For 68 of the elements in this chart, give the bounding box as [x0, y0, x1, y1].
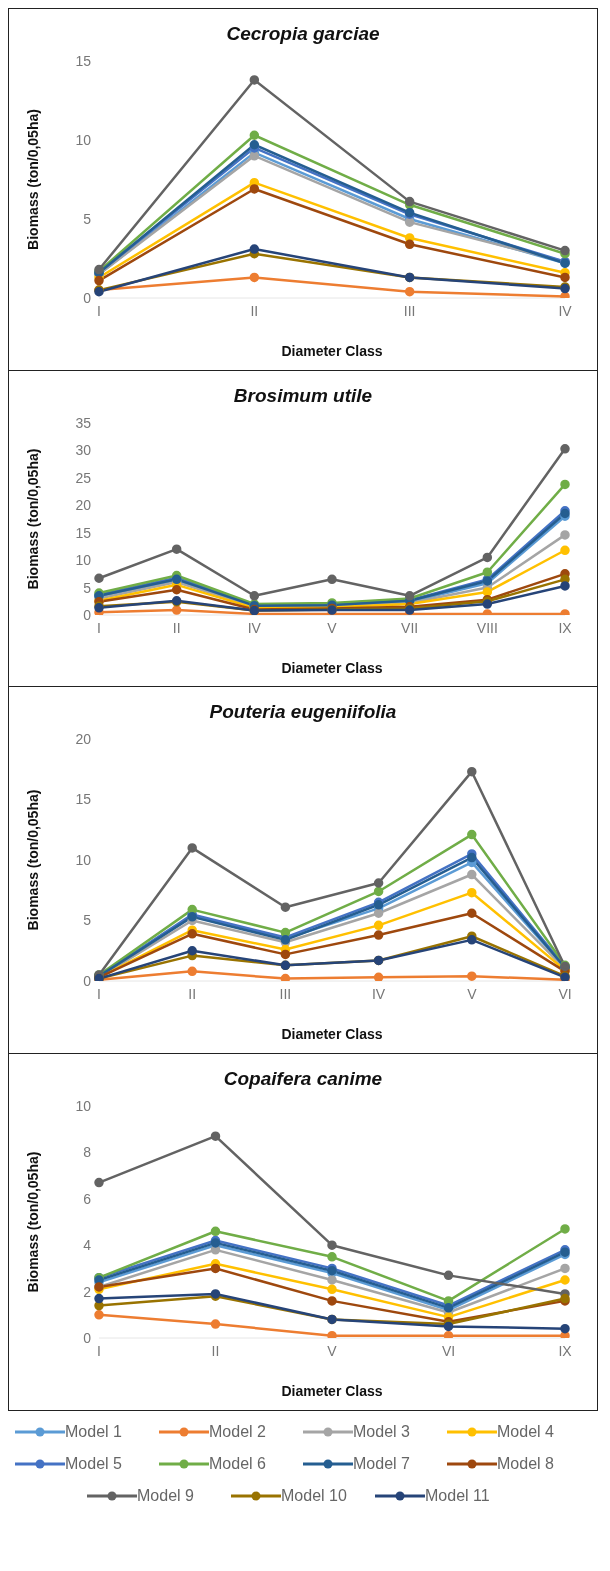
legend-label: Model 2: [209, 1422, 266, 1441]
x-tick-label: I: [97, 1342, 101, 1359]
x-tick-label: V: [327, 619, 338, 636]
y-tick-label: 0: [83, 606, 92, 623]
chart-title: Pouteria eugeniifolia: [208, 700, 398, 723]
y-tick-label: 15: [75, 791, 92, 808]
x-tick-label: I: [97, 619, 101, 636]
y-tick-label: 10: [75, 551, 92, 568]
x-tick-label: VIII: [476, 619, 498, 636]
legend-label: Model 1: [65, 1422, 122, 1441]
x-tick-label: IX: [558, 619, 573, 636]
y-tick-label: 5: [83, 912, 92, 929]
x-axis-title: Diameter Class: [281, 343, 383, 359]
y-tick-label: 35: [75, 414, 92, 431]
y-tick-label: 5: [83, 579, 92, 596]
y-tick-label: 15: [75, 52, 92, 69]
legend-label: Model 10: [281, 1486, 347, 1505]
chart-title: Cecropia garciae: [225, 22, 381, 45]
legend-label: Model 3: [353, 1422, 410, 1441]
x-axis-title: Diameter Class: [281, 659, 383, 676]
y-axis-title: Biomass (ton/0,05ha): [24, 109, 41, 250]
x-tick-label: IV: [558, 302, 573, 319]
y-tick-label: 10: [75, 131, 92, 148]
x-tick-label: II: [250, 302, 259, 319]
y-tick-label: 2: [83, 1283, 92, 1300]
x-tick-label: IV: [371, 985, 386, 1002]
x-tick-label: II: [172, 619, 181, 636]
legend-label: Model 11: [425, 1486, 490, 1505]
y-tick-label: 6: [83, 1190, 92, 1207]
y-tick-label: 5: [83, 210, 92, 227]
chart-title: Brosimum utile: [232, 383, 374, 407]
y-axis-title: Biomass (ton/0,05ha): [24, 789, 41, 931]
y-tick-label: 8: [83, 1143, 92, 1160]
x-tick-label: VI: [558, 985, 572, 1002]
chart-title: Copaifera canime: [222, 1066, 384, 1090]
x-tick-label: I: [97, 985, 101, 1002]
legend-label: Model 6: [209, 1454, 266, 1473]
y-tick-label: 30: [75, 441, 92, 458]
x-tick-label: I: [97, 302, 101, 319]
x-tick-label: IX: [558, 1342, 573, 1359]
y-tick-label: 20: [75, 730, 92, 747]
x-tick-label: II: [211, 1342, 220, 1359]
y-tick-label: 4: [83, 1236, 92, 1253]
y-tick-label: 0: [83, 1329, 92, 1346]
x-axis-title: Diameter Class: [281, 1382, 383, 1399]
y-tick-label: 10: [75, 1097, 92, 1114]
x-tick-label: V: [467, 985, 478, 1002]
legend-label: Model 5: [65, 1454, 122, 1473]
y-tick-label: 0: [83, 972, 92, 989]
x-tick-label: VI: [441, 1342, 456, 1359]
legend-label: Model 7: [353, 1454, 410, 1473]
y-tick-label: 20: [75, 496, 92, 513]
x-tick-label: IV: [247, 619, 262, 636]
x-axis-title: Diameter Class: [281, 1026, 383, 1042]
legend-label: Model 4: [497, 1422, 554, 1441]
y-tick-label: 0: [83, 289, 92, 306]
x-tick-label: III: [279, 985, 292, 1002]
y-tick-label: 15: [75, 524, 92, 541]
legend-label: Model 8: [497, 1454, 554, 1473]
x-tick-label: VII: [401, 619, 419, 636]
y-tick-label: 10: [75, 851, 92, 868]
legend-label: Model 9: [137, 1486, 194, 1505]
x-tick-label: V: [327, 1342, 338, 1359]
y-tick-label: 25: [75, 469, 92, 486]
x-tick-label: II: [188, 985, 197, 1002]
x-tick-label: III: [403, 302, 416, 319]
y-axis-title: Biomass (ton/0,05ha): [24, 448, 41, 589]
y-axis-title: Biomass (ton/0,05ha): [24, 1151, 41, 1292]
